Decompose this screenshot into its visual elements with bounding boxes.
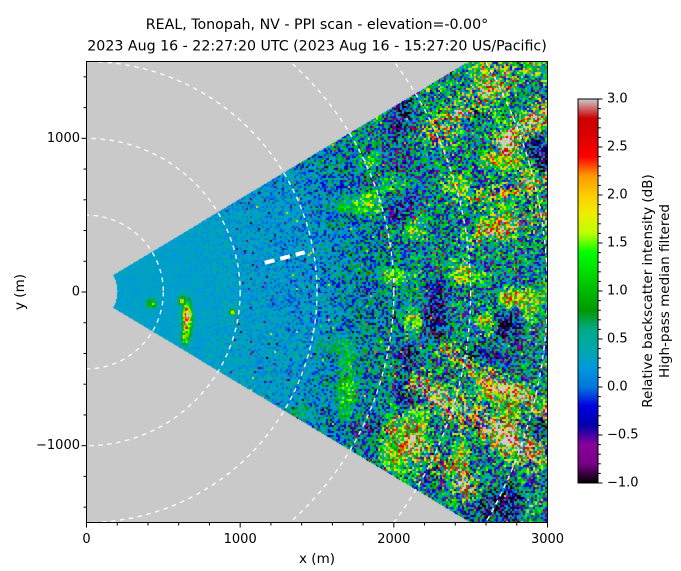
x-tick-label: 2000 (377, 532, 410, 547)
range-ring (86, 214, 164, 370)
colorbar-tick-label: 2.0 (607, 188, 628, 203)
colorbar-tick-label: 0.0 (607, 380, 628, 395)
range-ring (86, 61, 318, 523)
colorbar-tick-label: 1.5 (607, 236, 628, 251)
colorbar-tick-label: 2.5 (607, 140, 628, 155)
axis-ticks-group (81, 76, 603, 528)
range-ring (288, 61, 395, 523)
plot-frame (86, 61, 548, 523)
y-axis-label: y (m) (12, 274, 28, 310)
colorbar-label-line2: High-pass median filtered (657, 204, 673, 378)
x-axis-label: x (m) (299, 551, 335, 567)
colorbar-tick-label: −0.5 (607, 428, 639, 443)
x-tick-label: 1000 (224, 532, 257, 547)
range-ring (392, 61, 472, 523)
range-rings-group (86, 61, 548, 523)
y-tick-label: 0 (72, 285, 80, 300)
colorbar-tick-label: 0.5 (607, 332, 628, 347)
colorbar-label-line1: Relative backscatter intensity (dB) (640, 174, 656, 407)
colorbar (577, 98, 599, 484)
colorbar-tick-label: −1.0 (607, 476, 639, 491)
annotation-dashed-line (264, 250, 306, 265)
y-tick-label: −1000 (36, 438, 80, 453)
x-tick-label: 3000 (531, 532, 564, 547)
chart-title: REAL, Tonopah, NV - PPI scan - elevation… (146, 17, 488, 33)
y-tick-label: 1000 (47, 131, 80, 146)
colorbar-tick-label: 3.0 (607, 92, 628, 107)
colorbar-tick-label: 1.0 (607, 284, 628, 299)
range-ring (86, 137, 241, 447)
x-tick-label: 0 (82, 532, 90, 547)
range-ring (484, 61, 548, 523)
chart-subtitle: 2023 Aug 16 - 22:27:20 UTC (2023 Aug 16 … (87, 39, 546, 55)
